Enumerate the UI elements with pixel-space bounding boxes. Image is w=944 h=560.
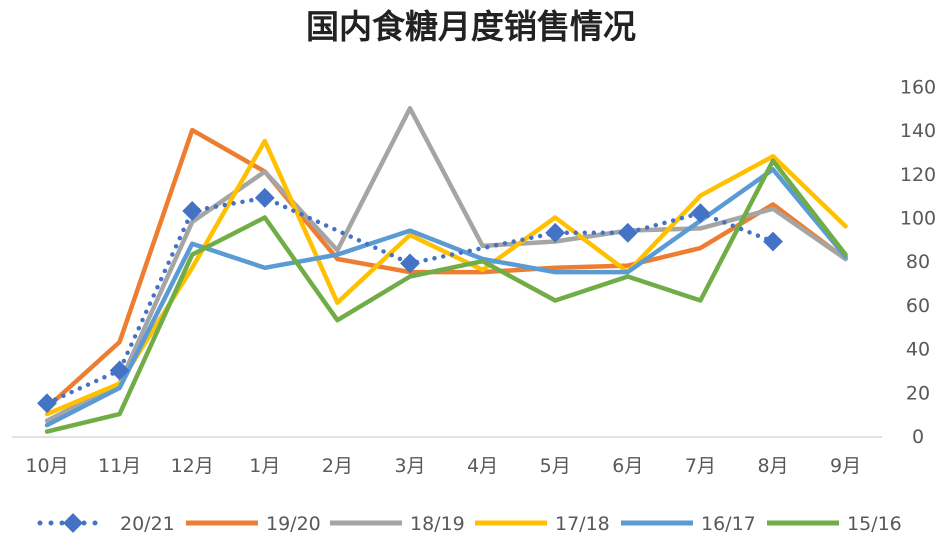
legend-label: 20/21 <box>120 513 175 535</box>
x-tick-label: 3月 <box>394 455 425 477</box>
data-point-marker <box>400 253 420 274</box>
y-tick-label: 140 <box>900 120 936 142</box>
series-lines <box>37 106 848 434</box>
y-tick-label: 60 <box>906 295 930 317</box>
series-line <box>44 167 848 428</box>
legend-label: 16/17 <box>701 513 756 535</box>
y-tick-label: 100 <box>900 208 936 230</box>
y-tick-label: 160 <box>900 76 936 98</box>
series-line <box>44 127 848 410</box>
data-point-marker <box>182 201 203 221</box>
legend-label: 15/16 <box>847 513 902 535</box>
x-tick-label: 12月 <box>171 455 214 477</box>
x-tick-label: 11月 <box>98 455 141 477</box>
y-tick-label: 20 <box>906 382 930 404</box>
legend-label: 19/20 <box>266 513 321 535</box>
y-tick-label: 40 <box>906 339 930 361</box>
x-tick-label: 2月 <box>322 455 353 477</box>
y-tick-label: 0 <box>912 426 924 448</box>
y-tick-label: 120 <box>900 164 936 186</box>
data-point-marker <box>37 393 57 414</box>
series-line <box>44 138 848 417</box>
data-point-marker <box>617 222 638 243</box>
data-point-marker <box>254 187 275 208</box>
x-tick-label: 1月 <box>249 455 280 477</box>
x-tick-label: 10月 <box>25 455 68 477</box>
chart-title: 国内食糖月度销售情况 <box>306 7 636 46</box>
legend: 20/21 19/20 18/19 17/18 16/17 15/16 <box>37 513 902 535</box>
data-point-marker <box>763 231 783 252</box>
series-line <box>44 106 848 423</box>
legend-label: 18/19 <box>410 513 465 535</box>
y-tick-label: 80 <box>906 251 930 273</box>
x-tick-label: 7月 <box>685 455 716 477</box>
data-point-marker <box>109 360 130 381</box>
x-tick-label: 6月 <box>612 455 643 477</box>
y-tick-labels: 0 20 40 60 80 100 120 140 160 <box>900 76 936 448</box>
x-tick-labels: 10月 11月 12月 1月 2月 3月 4月 5月 6月 7月 8月 9月 <box>25 455 861 477</box>
x-tick-label: 5月 <box>540 455 571 477</box>
legend-label: 17/18 <box>555 513 610 535</box>
series-line <box>44 158 848 434</box>
x-tick-label: 4月 <box>467 455 498 477</box>
x-tick-label: 8月 <box>757 455 788 477</box>
x-tick-label: 9月 <box>830 455 861 477</box>
legend-marker <box>63 513 83 533</box>
